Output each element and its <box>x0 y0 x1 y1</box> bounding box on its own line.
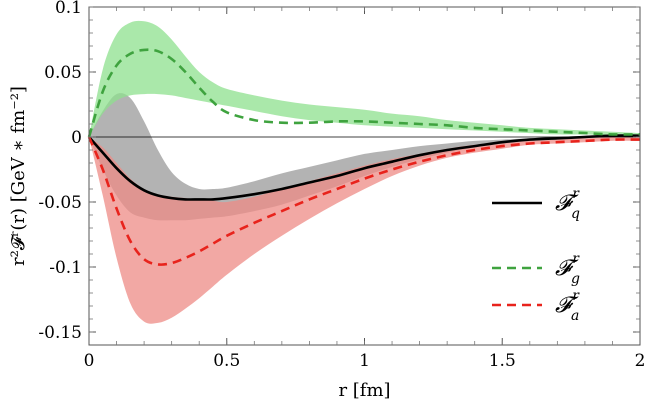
y-tick-label: 0 <box>71 128 82 148</box>
series-lines <box>87 48 641 266</box>
band-g <box>89 20 640 137</box>
x-tick-label: 1.5 <box>489 351 516 371</box>
band-a <box>89 136 640 324</box>
legend: 𝓕r q 𝓕r g𝓕r a <box>492 186 580 324</box>
legend-label-g: 𝓕r g <box>555 251 580 287</box>
x-tick-label: 0.5 <box>213 351 240 371</box>
legend-label-q: 𝓕r q <box>555 186 580 222</box>
y-tick-label: 0.05 <box>44 63 82 83</box>
confidence-bands <box>89 20 640 324</box>
y-tick-label: 0.1 <box>55 0 82 18</box>
x-tick-label: 2 <box>635 351 646 371</box>
line-g <box>87 48 641 138</box>
x-tick-label: 1 <box>359 351 370 371</box>
line-a <box>87 136 641 266</box>
y-tick-label: -0.1 <box>49 258 82 278</box>
y-axis-label: r²𝓕ʳ(r) [GeV ∗ fm⁻²] <box>8 86 29 266</box>
legend-label-a: 𝓕r a <box>555 288 580 324</box>
x-axis-label: r [fm] <box>338 380 390 401</box>
axis-ticks: 0 0.5 1 1.5 2 0.1 0.05 0 -0.05 -0.1 -0.15 <box>38 0 645 371</box>
y-tick-label: -0.15 <box>38 323 82 343</box>
line-q <box>88 134 641 201</box>
band-q <box>89 93 640 221</box>
x-tick-label: 0 <box>84 351 95 371</box>
y-tick-label: -0.05 <box>38 193 82 213</box>
